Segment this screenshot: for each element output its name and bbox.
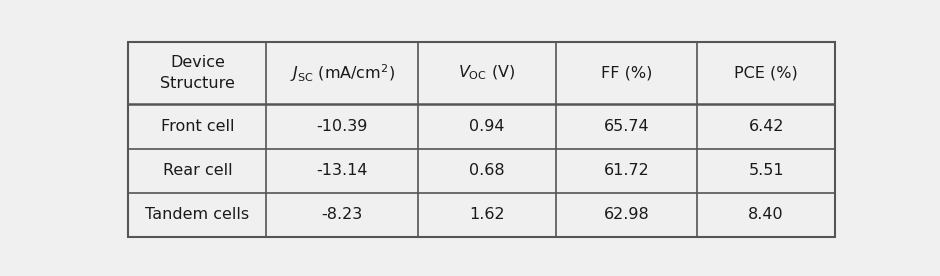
- Text: 0.68: 0.68: [469, 163, 505, 178]
- Text: 8.40: 8.40: [748, 208, 784, 222]
- Text: FF (%): FF (%): [601, 65, 652, 80]
- Text: 0.94: 0.94: [469, 119, 505, 134]
- Text: 1.62: 1.62: [469, 208, 505, 222]
- Text: 5.51: 5.51: [748, 163, 784, 178]
- Text: Device
Structure: Device Structure: [160, 55, 235, 91]
- Text: Front cell: Front cell: [161, 119, 234, 134]
- Text: -13.14: -13.14: [317, 163, 368, 178]
- Text: 62.98: 62.98: [603, 208, 650, 222]
- Text: Tandem cells: Tandem cells: [146, 208, 249, 222]
- Text: 61.72: 61.72: [603, 163, 650, 178]
- Text: Rear cell: Rear cell: [163, 163, 232, 178]
- Text: -10.39: -10.39: [317, 119, 368, 134]
- Text: $V_{\rm OC}$ (V): $V_{\rm OC}$ (V): [459, 64, 516, 82]
- Text: 6.42: 6.42: [748, 119, 784, 134]
- Text: -8.23: -8.23: [321, 208, 363, 222]
- Text: 65.74: 65.74: [603, 119, 650, 134]
- Text: $J_{\rm SC}$ (mA/cm$^2$): $J_{\rm SC}$ (mA/cm$^2$): [290, 62, 395, 84]
- Text: PCE (%): PCE (%): [734, 65, 798, 80]
